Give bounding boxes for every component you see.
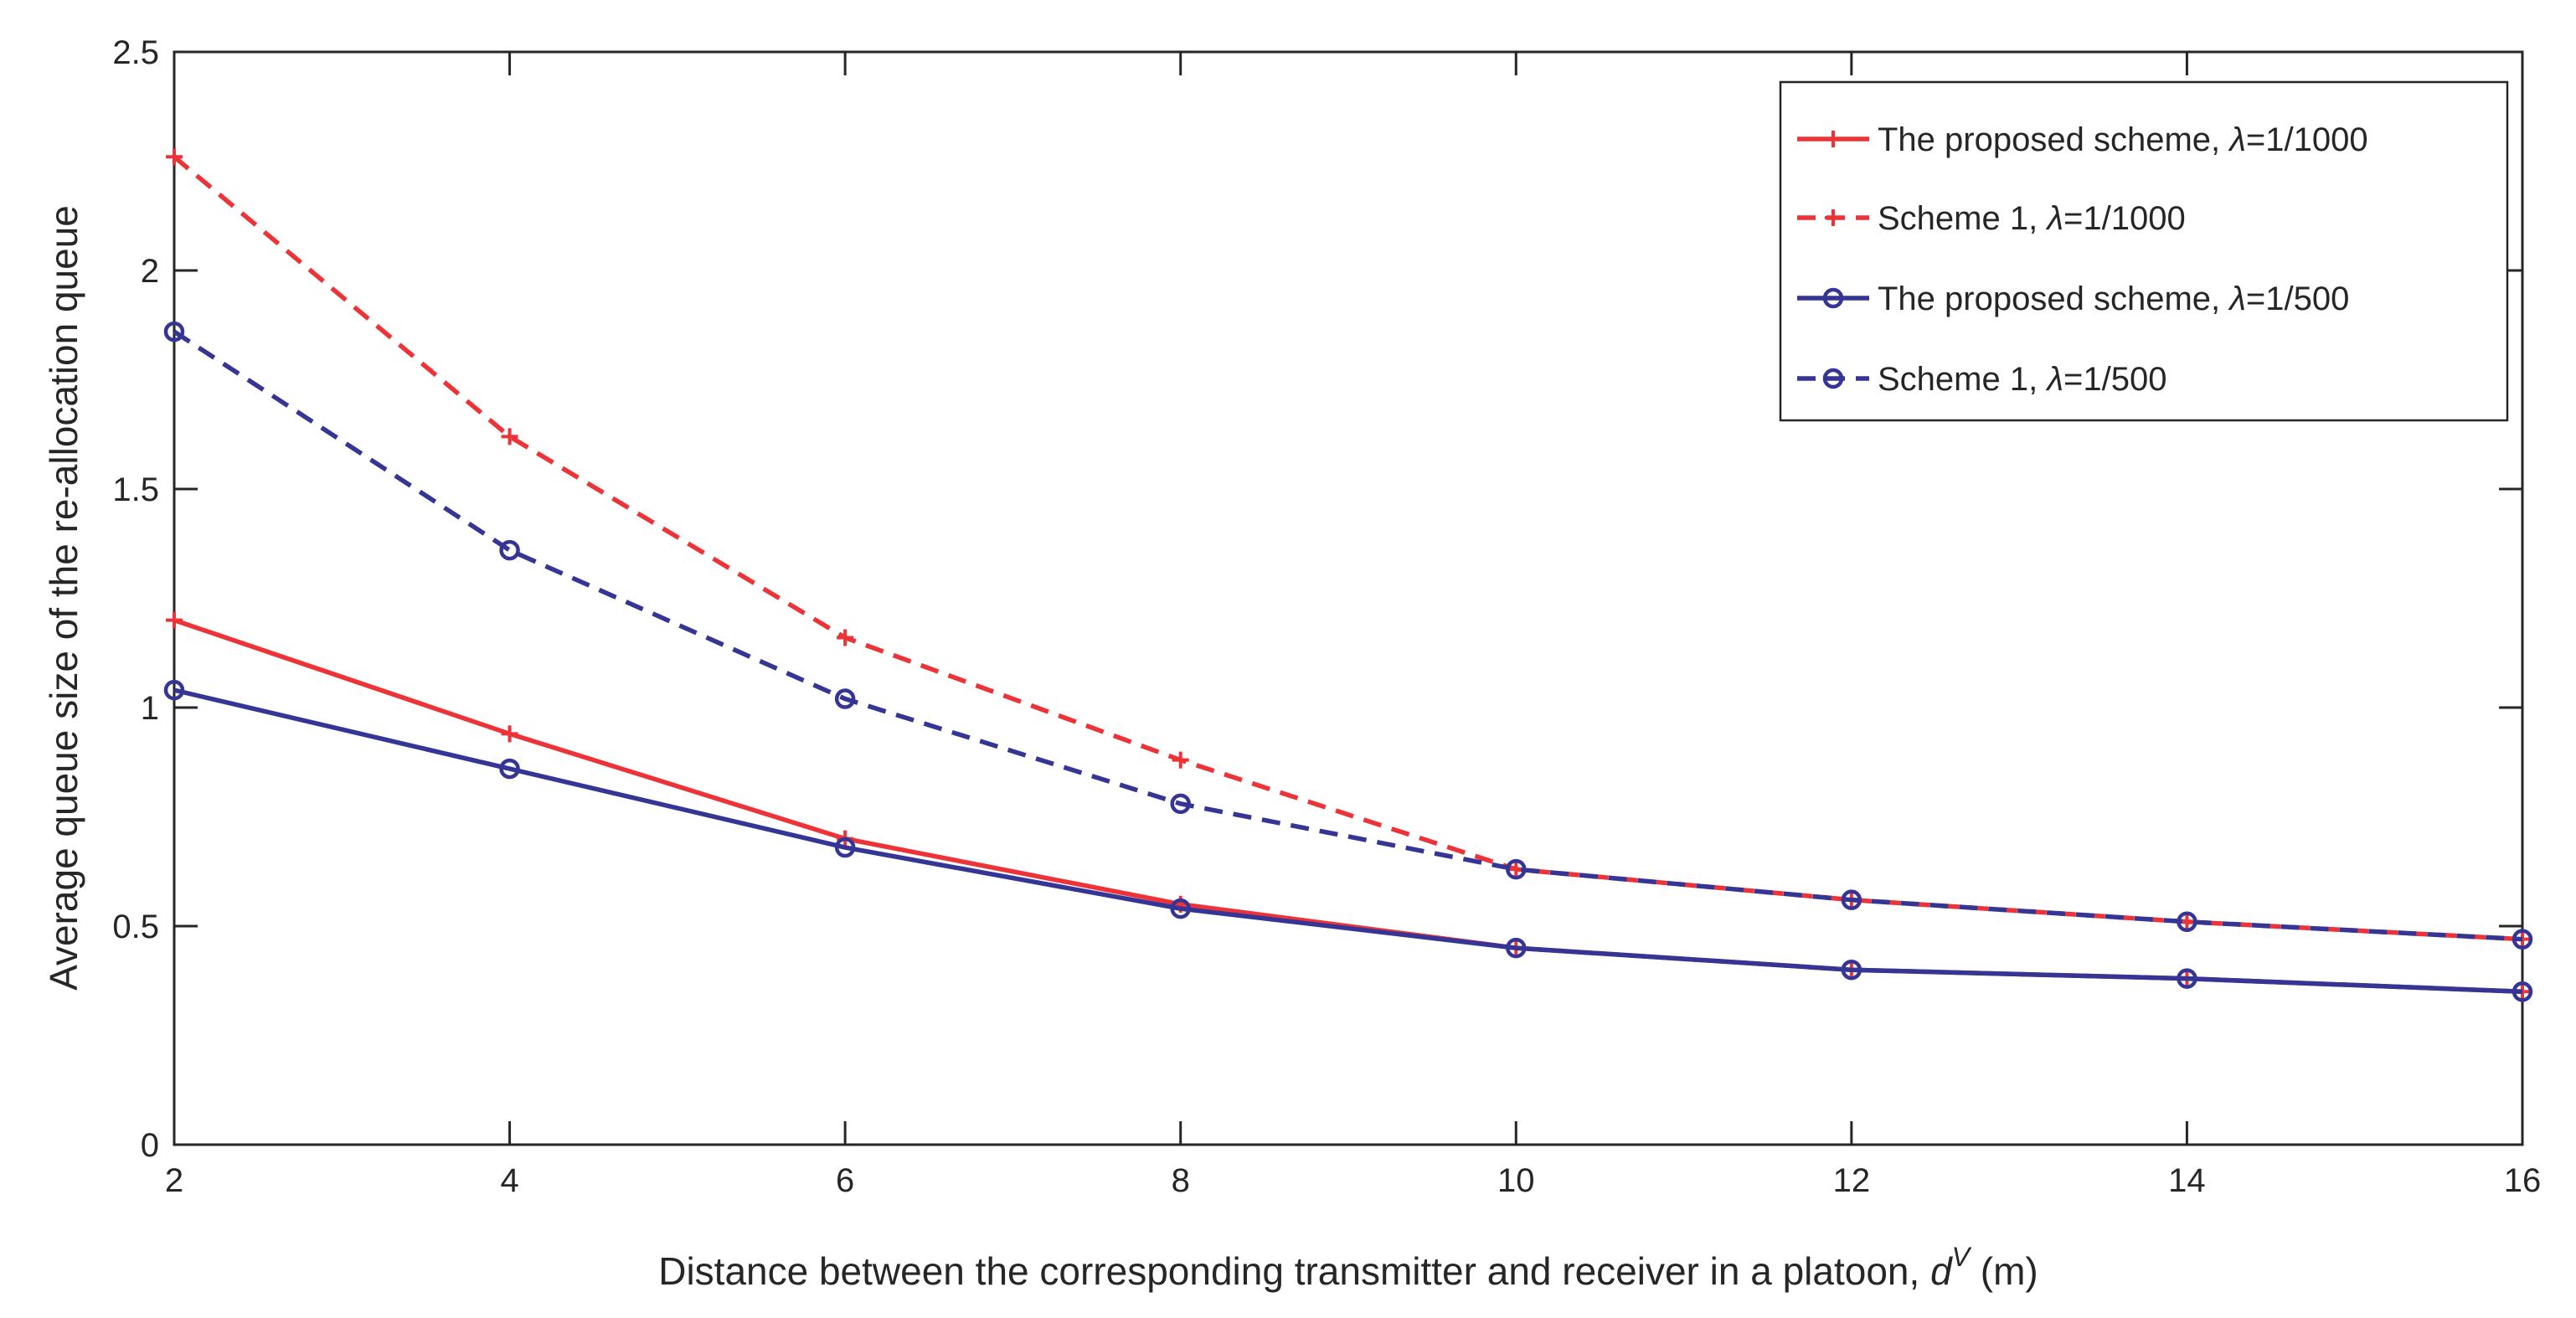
data-point (1172, 751, 1189, 769)
legend-label: Scheme 1, λ=1/1000 (1878, 200, 2186, 237)
legend-item: Scheme 1, λ=1/500 (1797, 361, 2166, 398)
data-point (2177, 968, 2197, 989)
series-line (173, 155, 2523, 942)
legend-marker (1825, 131, 1842, 147)
data-point (499, 758, 520, 780)
x-tick-label: 12 (1833, 1162, 1871, 1199)
legend-marker (1822, 287, 1844, 309)
series-3 (163, 679, 2533, 1002)
data-point (2512, 981, 2533, 1002)
data-point (2512, 929, 2533, 950)
data-point (163, 321, 185, 342)
y-tick-label: 1 (141, 690, 159, 727)
x-axis-label-superscript: V (1952, 1242, 1972, 1272)
legend: The proposed scheme, λ=1/1000 Scheme 1, λ… (1779, 80, 2509, 422)
legend-label: The proposed scheme, λ=1/500 (1878, 281, 2349, 317)
x-axis-label: Distance between the corresponding trans… (658, 1242, 2038, 1293)
data-point (499, 539, 520, 561)
legend-marker (1825, 209, 1842, 226)
legend-box (1779, 80, 2509, 422)
x-tick-label: 6 (836, 1162, 854, 1199)
y-tick-label: 2 (141, 253, 159, 290)
x-tick-label: 16 (2504, 1162, 2542, 1199)
y-tick-label: 1.5 (112, 471, 159, 508)
y-tick-label: 0.5 (112, 909, 159, 945)
x-tick-label: 8 (1172, 1162, 1190, 1199)
series-line (173, 329, 2523, 942)
data-point (1841, 889, 1862, 910)
x-tick-label: 2 (165, 1162, 183, 1199)
legend-item: The proposed scheme, λ=1/500 (1797, 281, 2349, 317)
data-point (1506, 937, 1527, 959)
x-axis-label-symbol: d (1930, 1249, 1953, 1293)
data-point (1170, 898, 1191, 919)
data-point (834, 688, 856, 709)
x-axis-label-unit: (m) (1970, 1249, 2038, 1293)
x-tick-label: 4 (500, 1162, 518, 1199)
y-tick-label: 2.5 (112, 34, 159, 71)
legend-item: Scheme 1, λ=1/1000 (1797, 200, 2186, 237)
data-point (163, 679, 185, 701)
y-tick-label: 0 (141, 1127, 159, 1164)
legend-item: The proposed scheme, λ=1/1000 (1797, 121, 2368, 158)
series-line (173, 687, 2523, 995)
data-point (166, 611, 183, 629)
x-tick-label: 10 (1497, 1162, 1535, 1199)
x-axis-label-text: Distance between the corresponding trans… (658, 1249, 1930, 1293)
legend-label: Scheme 1, λ=1/500 (1878, 361, 2166, 398)
data-point (1841, 959, 1862, 981)
data-point (834, 837, 856, 858)
y-axis-label: Average queue size of the re-allocation … (42, 205, 85, 991)
axis-ticks (173, 50, 2524, 1146)
x-tick-label: 14 (2168, 1162, 2206, 1199)
data-point (2177, 911, 2197, 933)
data-point (501, 428, 518, 445)
data-point (166, 148, 183, 166)
data-point (1170, 793, 1191, 815)
legend-label: The proposed scheme, λ=1/1000 (1878, 121, 2368, 158)
series-layer (163, 148, 2533, 1002)
data-point (837, 629, 854, 646)
data-point (501, 725, 518, 743)
axis-tick-labels: 2 4 6 8 10 12 14 16 0 0.5 1 1.5 2 2.5 (112, 34, 2541, 1199)
data-point (1506, 858, 1527, 880)
series-4 (163, 321, 2533, 950)
legend-marker (1822, 368, 1844, 389)
